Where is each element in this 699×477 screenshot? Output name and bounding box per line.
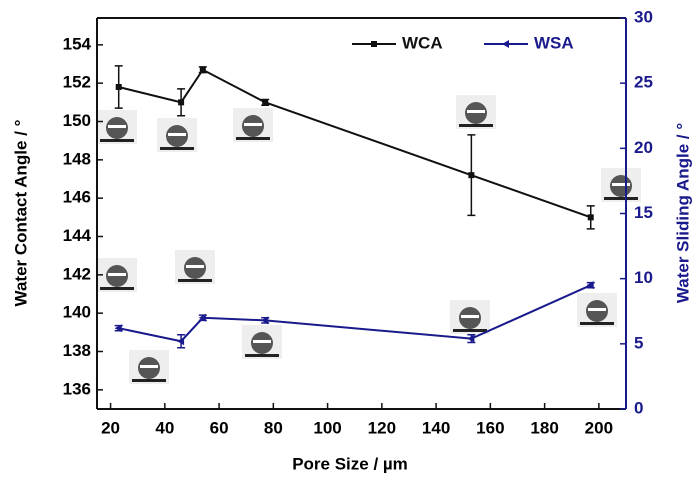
droplet-base	[236, 137, 270, 140]
y-tick-label: 136	[63, 379, 91, 398]
droplet-highlight	[461, 315, 479, 318]
y-tick-label: 138	[63, 341, 91, 360]
droplet-highlight	[140, 365, 158, 368]
y2-tick-label: 10	[634, 268, 653, 287]
droplet-highlight	[186, 265, 204, 268]
x-tick-label: 100	[313, 418, 341, 437]
y-tick-label: 142	[63, 264, 91, 283]
x-axis-label: Pore Size / µm	[292, 454, 408, 473]
x-tick-label: 120	[368, 418, 396, 437]
droplet-base	[245, 354, 279, 357]
x-tick-label: 140	[422, 418, 450, 437]
series-line	[118, 68, 592, 219]
droplet-base	[132, 379, 166, 382]
x-tick-label: 20	[101, 418, 120, 437]
droplet-base	[160, 147, 194, 150]
x-tick-label: 40	[155, 418, 174, 437]
droplet-base	[604, 197, 638, 200]
x-tick-label: 180	[530, 418, 558, 437]
droplet-highlight	[467, 110, 485, 113]
marker	[178, 99, 185, 106]
y2-tick-label: 30	[634, 7, 653, 26]
series-line	[118, 284, 592, 343]
y2-tick-label: 25	[634, 73, 653, 92]
y2-tick-label: 20	[634, 138, 653, 157]
legend-label: WCA	[402, 33, 443, 52]
marker	[262, 99, 269, 106]
droplet-base	[178, 279, 212, 282]
droplet-base	[100, 287, 134, 290]
marker	[198, 313, 206, 322]
droplet-images	[97, 95, 641, 384]
y-tick-label: 146	[63, 188, 91, 207]
droplet-base	[459, 124, 493, 127]
y-tick-label: 150	[63, 111, 91, 130]
x-tick-label: 80	[264, 418, 283, 437]
y2-axis-label: Water Sliding Angle / °	[673, 123, 692, 303]
droplet-highlight	[108, 273, 126, 276]
legend-label: WSA	[534, 33, 574, 52]
marker	[467, 334, 475, 343]
y-tick-label: 140	[63, 303, 91, 322]
marker	[468, 172, 475, 179]
droplet-base	[580, 322, 614, 325]
x-tick-label: 60	[210, 418, 229, 437]
droplet-base	[453, 329, 487, 332]
marker	[177, 337, 185, 346]
droplet-highlight	[108, 125, 126, 128]
marker	[199, 66, 206, 73]
y2-tick-label: 0	[634, 398, 643, 417]
marker	[261, 316, 269, 325]
droplet-highlight	[244, 123, 262, 126]
droplet-base	[100, 139, 134, 142]
droplet-highlight	[168, 133, 186, 136]
legend-marker	[371, 41, 377, 47]
droplet-highlight	[253, 340, 271, 343]
y-tick-label: 154	[63, 34, 92, 53]
x-tick-label: 160	[476, 418, 504, 437]
legend-marker	[502, 40, 509, 48]
y-tick-label: 148	[63, 149, 91, 168]
y2-tick-label: 15	[634, 203, 653, 222]
y-axis-label: Water Contact Angle / °	[11, 119, 30, 306]
marker	[587, 214, 594, 221]
marker	[115, 84, 122, 90]
droplet-highlight	[612, 183, 630, 186]
y2-tick-label: 5	[634, 333, 643, 352]
marker	[114, 324, 122, 333]
droplet-highlight	[588, 308, 606, 311]
x-tick-label: 200	[585, 418, 613, 437]
y-tick-label: 152	[63, 73, 91, 92]
marker	[586, 281, 594, 290]
y-tick-label: 144	[63, 226, 92, 245]
